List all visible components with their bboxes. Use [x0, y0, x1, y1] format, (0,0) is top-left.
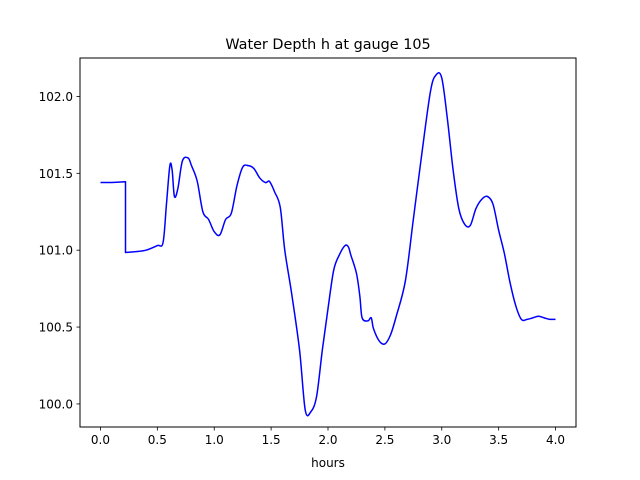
y-tick-label: 102.0 — [39, 90, 73, 104]
x-tick-label: 0.5 — [148, 433, 167, 447]
chart-title: Water Depth h at gauge 105 — [225, 37, 430, 53]
x-axis-label: hours — [311, 456, 345, 470]
x-tick-label: 0.0 — [91, 433, 110, 447]
y-tick-label: 101.0 — [39, 244, 73, 258]
y-tick-label: 100.0 — [39, 397, 73, 411]
x-tick-label: 4.0 — [546, 433, 565, 447]
x-tick-label: 2.5 — [375, 433, 394, 447]
y-tick-label: 101.5 — [39, 167, 73, 181]
x-tick-label: 1.5 — [262, 433, 281, 447]
x-tick-label: 3.5 — [489, 433, 508, 447]
y-tick-label: 100.5 — [39, 321, 73, 335]
y-axis-ticks: 100.0 100.5 101.0 101.5 102.0 — [39, 90, 80, 411]
series-line — [100, 72, 556, 417]
x-tick-label: 3.0 — [432, 433, 451, 447]
x-tick-label: 2.0 — [318, 433, 337, 447]
x-tick-label: 1.0 — [205, 433, 224, 447]
x-axis-ticks: 0.0 0.5 1.0 1.5 2.0 2.5 3.0 3.5 4.0 — [91, 427, 565, 447]
plot-area-frame — [79, 57, 577, 428]
series-layer — [100, 72, 556, 417]
